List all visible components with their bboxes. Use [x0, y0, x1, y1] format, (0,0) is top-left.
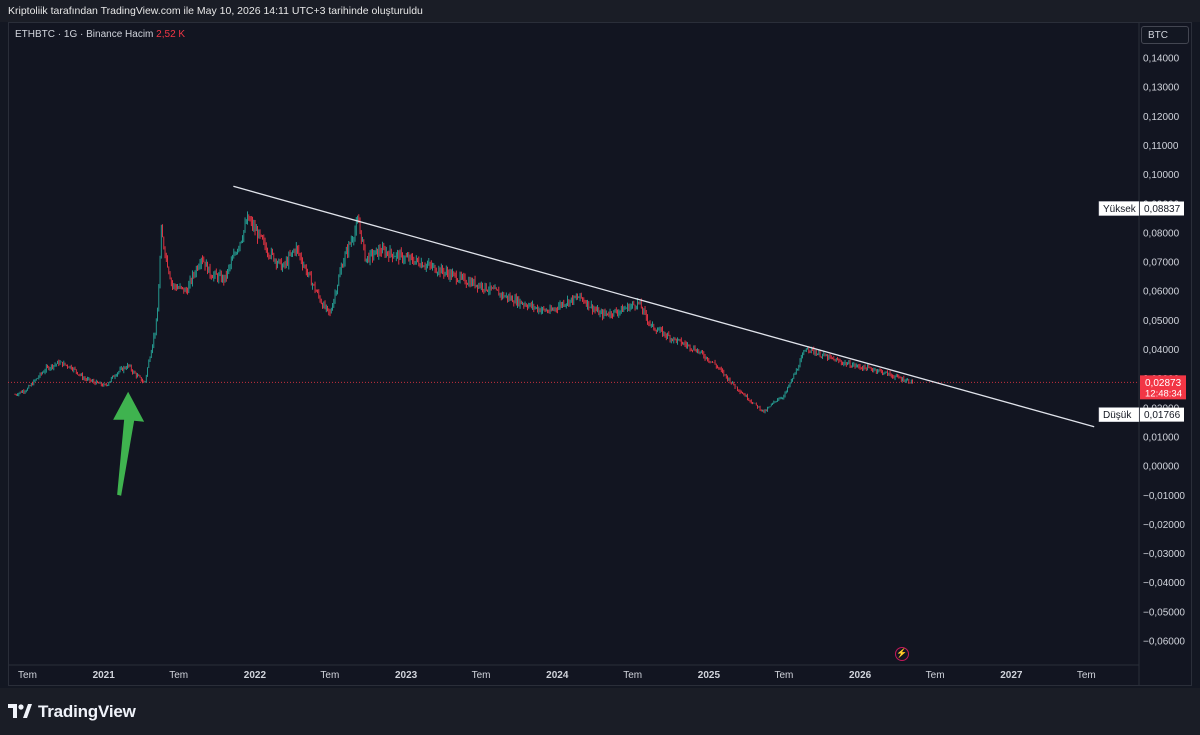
time-tick-label: 2021 — [93, 670, 116, 681]
green-arrow-annotation[interactable] — [113, 391, 145, 496]
time-tick-label: 2027 — [1000, 670, 1023, 681]
header-bar: Kriptoliik tarafından TradingView.com il… — [0, 0, 1200, 22]
time-tick-label: 2025 — [698, 670, 721, 681]
low-value-box — [1140, 407, 1184, 422]
price-tick-label: −0,03000 — [1143, 549, 1185, 560]
lightning-icon[interactable]: ⚡ — [895, 647, 909, 661]
time-tick-label: Tem — [774, 670, 793, 681]
price-tick-label: 0,08000 — [1143, 228, 1180, 239]
price-tick-label: 0,14000 — [1143, 54, 1180, 65]
candlestick-series[interactable] — [14, 211, 913, 414]
low-label: Düşük — [1103, 410, 1132, 421]
time-tick-label: 2026 — [849, 670, 872, 681]
last-price-box — [1140, 375, 1186, 400]
price-tick-label: −0,02000 — [1143, 520, 1185, 531]
time-tick-label: Tem — [472, 670, 491, 681]
countdown-value: 12:48:34 — [1145, 388, 1182, 399]
high-label: Yüksek — [1103, 204, 1137, 215]
symbol-label[interactable]: ETHBTC · 1G · Binance — [15, 29, 123, 40]
volume-value: 2,52 K — [156, 29, 186, 40]
price-tick-label: −0,06000 — [1143, 637, 1185, 648]
chart-legend[interactable]: ETHBTC · 1G · Binance Hacim 2,52 K — [15, 29, 185, 40]
time-tick-label: Tem — [926, 670, 945, 681]
price-tick-label: −0,04000 — [1143, 578, 1185, 589]
tradingview-logo[interactable]: TradingView — [8, 702, 136, 722]
price-tick-label: −0,05000 — [1143, 607, 1185, 618]
time-tick-label: Tem — [320, 670, 339, 681]
time-tick-label: Tem — [169, 670, 188, 681]
high-value-box — [1140, 201, 1184, 216]
time-tick-label: 2022 — [244, 670, 267, 681]
price-tick-label: 0,06000 — [1143, 287, 1180, 298]
price-tick-label: 0,05000 — [1143, 316, 1180, 327]
time-tick-label: 2024 — [546, 670, 569, 681]
time-tick-label: 2023 — [395, 670, 418, 681]
high-label-box — [1098, 201, 1140, 216]
high-value: 0,08837 — [1144, 204, 1181, 215]
price-tick-label: 0,10000 — [1143, 170, 1180, 181]
price-tick-label: 0,01000 — [1143, 432, 1180, 443]
time-tick-label: Tem — [18, 670, 37, 681]
price-tick-label: 0,11000 — [1143, 141, 1179, 152]
time-tick-label: Tem — [623, 670, 642, 681]
tradingview-logo-icon — [8, 704, 32, 718]
price-tick-label: 0,04000 — [1143, 345, 1180, 356]
attribution-text: Kriptoliik tarafından TradingView.com il… — [8, 5, 423, 17]
price-tick-label: 0,00000 — [1143, 462, 1180, 473]
time-tick-label: Tem — [1077, 670, 1096, 681]
last-price-value: 0,02873 — [1145, 378, 1182, 389]
price-tick-label: −0,01000 — [1143, 491, 1185, 502]
chart-frame[interactable] — [8, 22, 1192, 686]
footer-bar — [0, 688, 1200, 735]
price-tick-label: 0,13000 — [1143, 83, 1180, 94]
volume-label: Hacim — [125, 29, 154, 40]
price-tick-label: 0,12000 — [1143, 112, 1180, 123]
low-label-box — [1098, 407, 1140, 422]
trendline[interactable] — [233, 185, 1095, 428]
tradingview-brand: TradingView — [38, 702, 136, 721]
price-tick-label: 0,07000 — [1143, 258, 1180, 269]
axis-unit-badge[interactable]: BTC — [1141, 26, 1189, 44]
low-value: 0,01766 — [1144, 410, 1181, 421]
